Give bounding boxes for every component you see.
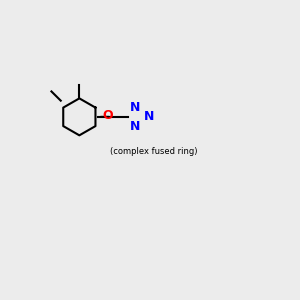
Text: O: O [102,109,112,122]
Text: N: N [130,120,140,133]
Text: N: N [144,110,154,123]
Text: (complex fused ring): (complex fused ring) [110,147,197,156]
Text: N: N [130,101,140,114]
